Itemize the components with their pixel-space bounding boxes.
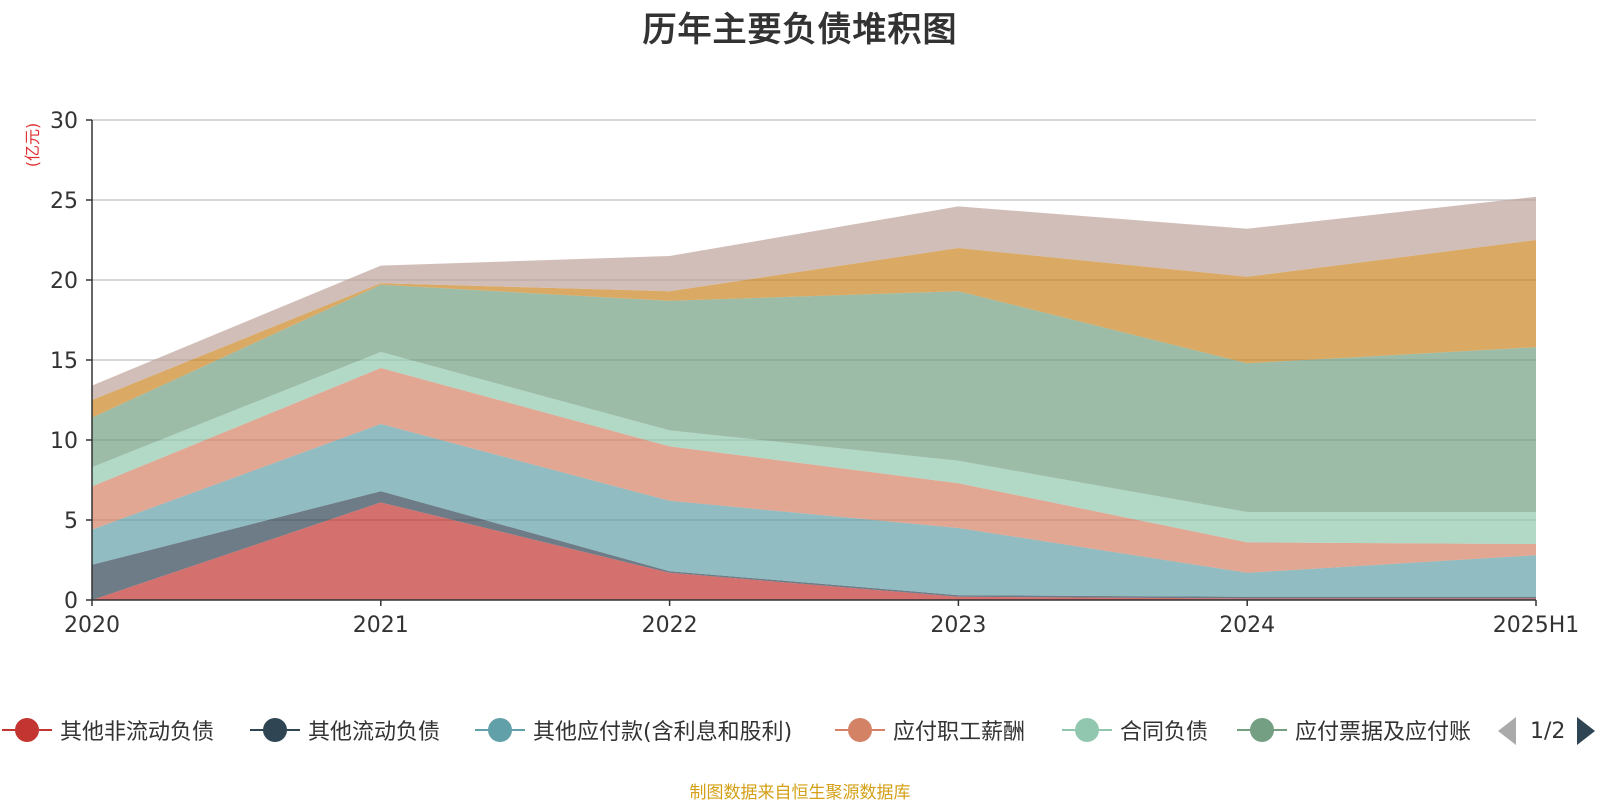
legend-dot: [1075, 718, 1099, 742]
y-tick-label: 5: [64, 509, 78, 534]
x-tick-label: 2021: [353, 613, 409, 638]
y-tick-label: 10: [50, 429, 78, 454]
legend-item-other-noncurrent[interactable]: 其他非流动负债: [2, 712, 214, 748]
legend-item-notes-payable[interactable]: 应付票据及应付账: [1237, 712, 1471, 748]
legend-label: 其他流动负债: [308, 720, 441, 745]
legend-marker: [250, 718, 300, 742]
legend-pager: 1/2: [1498, 716, 1596, 746]
legend-dot: [1250, 718, 1274, 742]
area-series-3[interactable]: [92, 368, 1536, 573]
legend-item-other-payables[interactable]: 其他应付款(含利息和股利): [475, 712, 792, 748]
legend-label: 其他非流动负债: [60, 720, 215, 745]
legend-marker: [475, 718, 525, 742]
chart-title: 历年主要负债堆积图: [642, 10, 958, 50]
x-tick-label: 2025H1: [1493, 613, 1580, 638]
area-layer: [92, 196, 1536, 600]
legend-item-other-current[interactable]: 其他流动负债: [250, 712, 440, 748]
area-series-6[interactable]: [92, 240, 1536, 418]
legend-dot: [488, 718, 512, 742]
source-note: 制图数据来自恒生聚源数据库: [689, 783, 911, 803]
y-tick-label: 30: [50, 109, 78, 134]
legend-dot: [848, 718, 872, 742]
y-tick-label: 25: [50, 189, 78, 214]
legend-marker: [2, 718, 52, 742]
area-series-5[interactable]: [92, 284, 1536, 512]
x-tick-label: 2022: [642, 613, 698, 638]
y-tick-label: 15: [50, 349, 78, 374]
y-axis-unit-label: (亿元): [23, 123, 42, 168]
area-series-4[interactable]: [92, 352, 1536, 544]
legend-marker: [835, 718, 885, 742]
legend-item-contract-liabilities[interactable]: 合同负债: [1062, 712, 1208, 748]
area-series-2[interactable]: [92, 424, 1536, 597]
area-series-0[interactable]: [92, 502, 1536, 600]
legend-marker: [1062, 718, 1112, 742]
legend-item-payroll[interactable]: 应付职工薪酬: [835, 712, 1025, 748]
legend-marker: [1237, 718, 1287, 742]
axis-layer: 0 5 10 15 20 25 30 2020 2021 2022 2023 2024 2025H1: [50, 109, 1579, 638]
area-series-1[interactable]: [92, 491, 1536, 600]
legend-label: 应付票据及应付账: [1295, 720, 1472, 745]
x-tick-label: 2024: [1219, 613, 1275, 638]
prev-page-icon[interactable]: [1498, 717, 1516, 745]
legend-dot: [263, 718, 287, 742]
legend-label: 应付职工薪酬: [893, 720, 1026, 745]
x-tick-label: 2023: [930, 613, 986, 638]
legend-label: 合同负债: [1120, 720, 1209, 745]
area-series-7[interactable]: [92, 196, 1536, 400]
next-page-icon[interactable]: [1577, 717, 1596, 745]
y-tick-label: 20: [50, 269, 78, 294]
x-tick-label: 2020: [64, 613, 120, 638]
y-tick-label: 0: [64, 589, 78, 614]
legend-label: 其他应付款(含利息和股利): [533, 720, 793, 745]
legend-page-indicator: 1/2: [1530, 718, 1566, 744]
legend-dot: [15, 718, 39, 742]
legend: 其他非流动负债 其他流动负债 其他应付款(含利息和股利) 应付职工薪酬 合同负债…: [0, 712, 1600, 748]
